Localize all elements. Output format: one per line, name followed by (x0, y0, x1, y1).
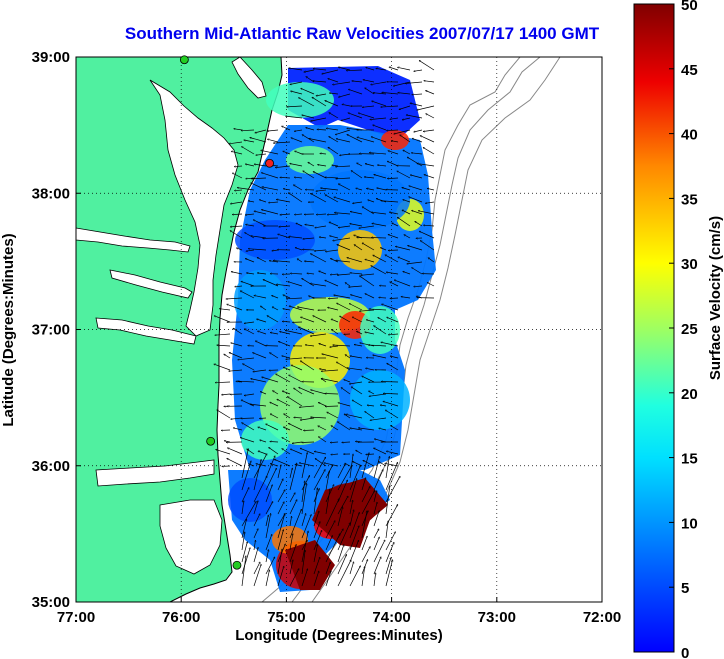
colorbar-tick-label: 25 (681, 321, 698, 338)
colorbar-tick-label: 30 (681, 256, 698, 273)
colorbar-label: Surface Velocity (cm/s) (707, 216, 724, 380)
pamlico-sound (159, 499, 223, 575)
colorbar (633, 3, 675, 653)
map-title: Southern Mid-Atlantic Raw Velocities 200… (124, 24, 600, 43)
x-axis-label: Longitude (Degrees:Minutes) (235, 627, 443, 644)
y-axis-label: Latitude (Degrees:Minutes) (0, 233, 17, 426)
chesapeake-bay (149, 79, 239, 337)
colorbar-tick-label: 0 (681, 645, 689, 659)
colorbar-tick-label: 50 (681, 0, 698, 14)
colorbar-tick-label: 5 (681, 580, 689, 597)
rappahannock-river (109, 269, 193, 299)
colorbar-tick-label: 20 (681, 386, 698, 403)
x-tick-label: 74:00 (372, 609, 410, 626)
y-tick-label: 36:00 (32, 458, 70, 475)
station-marker (206, 436, 216, 446)
x-tick-label: 76:00 (162, 609, 200, 626)
station-marker (232, 560, 242, 570)
colorbar-tick-label: 10 (681, 515, 698, 532)
y-axis-ticks: 35:00 36:00 37:00 38:00 39:00 (32, 49, 81, 611)
colorbar-tick-label: 45 (681, 62, 698, 79)
colorbar-tick-label: 35 (681, 191, 698, 208)
potomac-river (76, 227, 191, 253)
x-tick-label: 75:00 (267, 609, 305, 626)
y-tick-label: 38:00 (32, 185, 70, 202)
albemarle-sound (95, 459, 215, 487)
velocity-vectors (214, 60, 435, 587)
y-tick-label: 37:00 (32, 322, 70, 339)
x-tick-label: 72:00 (583, 609, 621, 626)
colorbar-tick-label: 40 (681, 127, 698, 144)
station-markers (179, 55, 274, 570)
x-tick-label: 73:00 (478, 609, 516, 626)
y-tick-label: 35:00 (32, 594, 70, 611)
x-axis-ticks: 77:00 76:00 75:00 74:00 73:00 72:00 (57, 597, 621, 626)
colorbar-tick-label: 15 (681, 451, 698, 468)
station-marker (265, 158, 274, 168)
grid-lines (76, 57, 602, 602)
delaware-bay (231, 57, 267, 99)
x-tick-label: 77:00 (57, 609, 95, 626)
station-marker (179, 55, 189, 65)
land-mass (76, 57, 283, 602)
colorbar-ticks: 0 5 10 15 20 25 30 35 40 45 50 (669, 0, 698, 659)
y-tick-label: 39:00 (32, 49, 70, 66)
